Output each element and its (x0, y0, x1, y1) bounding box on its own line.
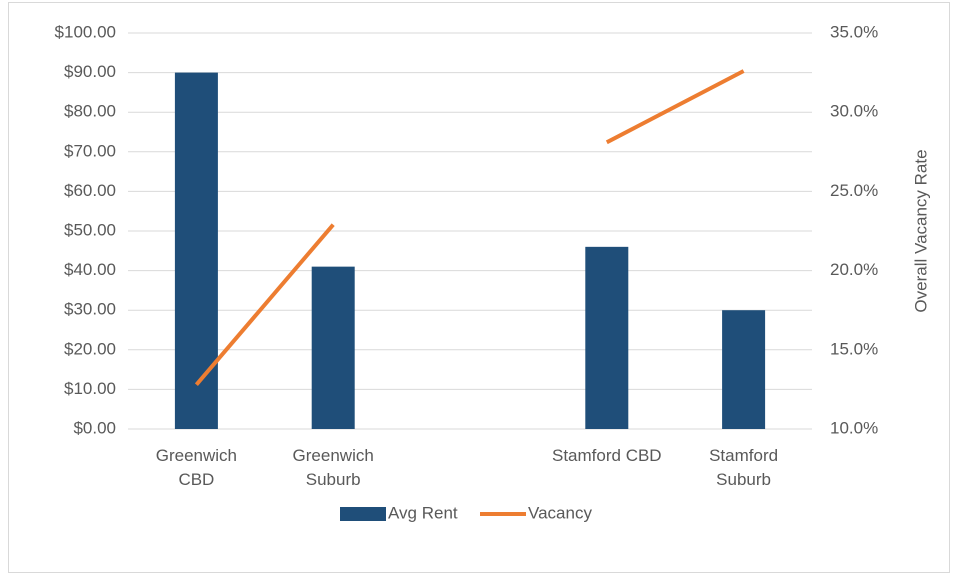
legend-swatch (340, 507, 386, 521)
y2-tick-label: 10.0% (830, 418, 878, 437)
bar (722, 310, 766, 429)
y-tick-label: $30.00 (64, 300, 116, 319)
y-tick-label: $20.00 (64, 339, 116, 358)
y-tick-label: $90.00 (64, 62, 116, 81)
bar (311, 266, 355, 429)
y-tick-label: $0.00 (73, 418, 116, 437)
bar (585, 246, 629, 429)
y-tick-label: $60.00 (64, 181, 116, 200)
y-tick-label: $50.00 (64, 220, 116, 239)
x-tick-label: Greenwich Suburb (292, 446, 374, 489)
y2-axis-label: Overall Vacancy Rate (911, 149, 930, 312)
x-tick-label: Stamford CBD (552, 446, 662, 465)
y-tick-label: $100.00 (55, 22, 116, 41)
y2-tick-label: 30.0% (830, 102, 878, 121)
bar (174, 72, 218, 429)
legend-label: Vacancy (528, 503, 592, 522)
y2-tick-label: 15.0% (830, 339, 878, 358)
line (194, 69, 745, 386)
chart-border (8, 2, 950, 573)
y-tick-label: $80.00 (64, 102, 116, 121)
y-tick-label: $10.00 (64, 379, 116, 398)
legend-label: Avg Rent (388, 503, 458, 522)
y-tick-label: $70.00 (64, 141, 116, 160)
y-tick-label: $40.00 (64, 260, 116, 279)
y2-tick-label: 35.0% (830, 22, 878, 41)
x-tick-label: Stamford Suburb (709, 446, 779, 489)
y2-tick-label: 20.0% (830, 260, 878, 279)
y2-tick-label: 25.0% (830, 181, 878, 200)
x-tick-label: Greenwich CBD (155, 446, 238, 489)
